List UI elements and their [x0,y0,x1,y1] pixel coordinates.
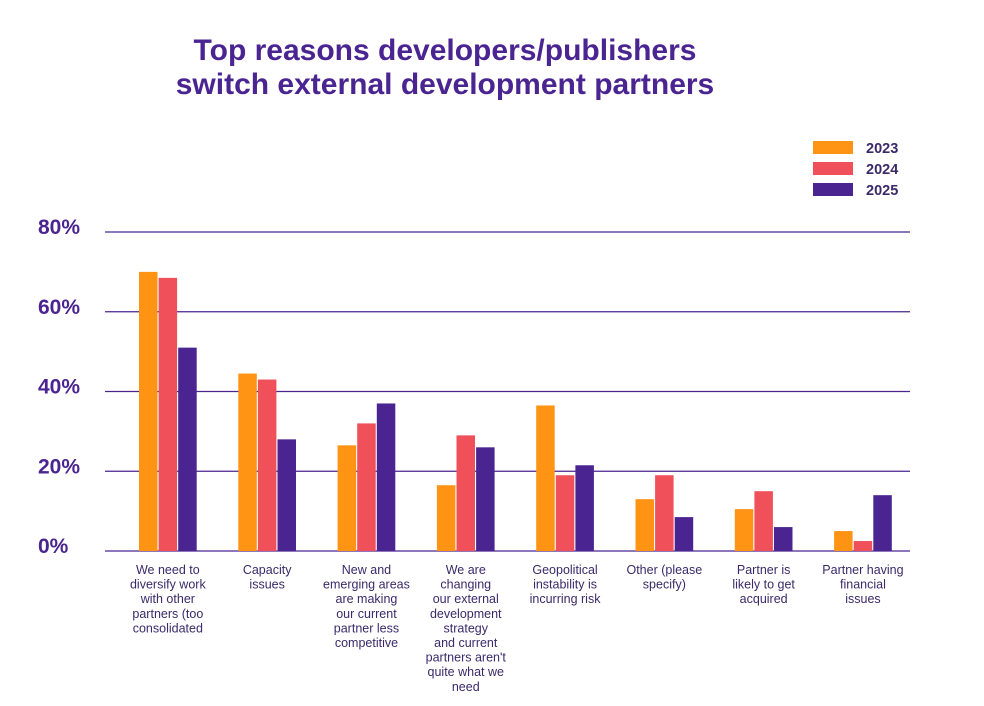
bar-2025 [277,439,296,551]
bar-2024 [754,491,773,551]
legend-label-2023: 2023 [866,141,898,157]
bar-2023 [337,445,357,551]
x-category-label: We need to diversify work with other partne… [130,563,206,635]
y-tick-label: 0% [38,535,69,558]
chart-title: Top reasons developers/publishers switch… [0,34,890,102]
bar-2024 [257,379,277,551]
x-category-label: Other (please specify) [626,563,702,592]
y-axis-ticks: 0% 20% 40% 60% 80% [38,216,80,558]
bar-2024 [158,277,178,551]
chart-title-line-2: switch external development partners [175,68,715,101]
bar-2024 [853,541,873,551]
bar-2025 [873,495,892,551]
legend-label-2024: 2024 [866,162,898,178]
bar-2023 [436,485,456,551]
bar-2023 [635,499,654,551]
x-category-label: Partner having financial issues [822,563,903,606]
x-category-label: Capacity issues [243,563,292,592]
y-tick-label: 80% [38,216,80,239]
x-category-label: We are changing our external development str… [426,563,507,694]
bar-2025 [476,447,495,551]
bar-2024 [555,475,575,551]
bar-2025 [575,465,594,551]
bars [139,271,892,551]
bar-2024 [456,435,475,551]
y-tick-label: 20% [38,455,80,478]
bar-2024 [655,475,674,551]
bar-2023 [834,531,853,551]
x-category-label: Geopolitical instability is incurring risk [530,563,602,606]
bar-2023 [536,405,555,551]
chart-title-line-1: Top reasons developers/publishers [193,34,697,67]
y-tick-label: 40% [38,376,80,399]
bar-2025 [674,517,694,551]
bar-2025 [774,527,793,551]
bar-2023 [238,373,257,551]
y-tick-label: 60% [38,296,80,319]
legend-label-2025: 2025 [866,183,898,199]
category-labels: We need to diversify work with other partne… [130,563,904,694]
legend-swatch-2024 [813,162,853,175]
legend: 2023 2024 2025 [813,141,898,199]
bar-2025 [376,403,396,551]
bar-2024 [357,423,376,551]
bar-2023 [734,509,754,551]
legend-swatch-2023 [813,141,853,154]
legend-swatch-2025 [813,183,853,196]
x-category-label: Partner is likely to get acquired [732,563,795,606]
bar-2023 [139,271,158,551]
bar-2025 [178,347,197,551]
x-category-label: New and emerging areas are making our curre… [323,563,410,650]
gridlines [105,231,910,552]
